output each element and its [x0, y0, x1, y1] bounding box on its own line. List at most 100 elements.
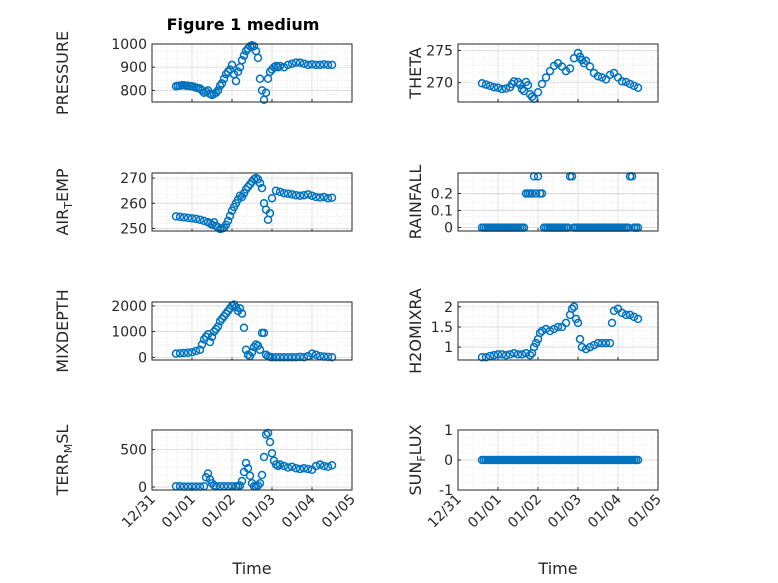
x-tick-label: 01/02 — [199, 492, 239, 532]
data-point — [255, 345, 265, 354]
data-point — [477, 79, 487, 88]
data-point — [271, 460, 281, 469]
data-point — [265, 209, 275, 218]
y-tick-label: 260 — [120, 196, 147, 212]
subplot-4: 00.1 0.2 RAINFALL — [406, 165, 659, 240]
data-point — [533, 88, 543, 97]
data-point — [245, 471, 255, 481]
data-point — [237, 55, 247, 65]
data-point — [327, 60, 337, 70]
y-axis-label: H2OMIXRA — [406, 288, 425, 374]
data-point — [299, 190, 309, 200]
data-point — [233, 67, 243, 77]
data-point — [295, 464, 305, 474]
data-point — [253, 53, 263, 63]
data-point — [585, 62, 595, 71]
data-point — [311, 461, 321, 471]
y-tick-label: 0.2 — [431, 186, 453, 202]
data-point — [553, 322, 563, 332]
y-tick-label: 0 — [138, 480, 147, 496]
data-point — [327, 193, 337, 202]
data-point — [255, 479, 265, 488]
data-point — [517, 350, 527, 359]
data-point — [629, 81, 639, 91]
y-tick-label: 1000 — [111, 325, 147, 341]
data-point — [593, 71, 603, 81]
y-tick-label: 1 — [444, 423, 453, 439]
data-point — [327, 352, 337, 362]
data-point — [565, 64, 575, 73]
axes-frame — [151, 429, 353, 491]
data-point — [489, 82, 499, 92]
x-axis-label: Time — [231, 559, 271, 578]
data-point — [307, 60, 317, 69]
data-point — [253, 481, 263, 490]
data-point — [517, 84, 527, 94]
y-axis-label-subscript: F — [415, 455, 428, 461]
data-point — [295, 58, 305, 67]
data-point — [481, 352, 491, 362]
data-point — [567, 304, 577, 314]
data-point — [271, 352, 281, 362]
x-tick-label: 01/01 — [465, 492, 505, 532]
data-point — [179, 213, 189, 222]
data-point — [235, 304, 245, 313]
data-point — [521, 348, 531, 358]
y-tick-label: 270 — [120, 171, 147, 187]
data-point — [527, 92, 537, 102]
data-point — [541, 324, 551, 334]
data-point — [283, 189, 293, 198]
data-point — [223, 216, 233, 226]
data-point — [273, 461, 283, 471]
data-point — [497, 84, 507, 94]
data-point — [175, 212, 185, 222]
data-point — [225, 211, 235, 221]
data-point — [581, 344, 591, 354]
data-point — [283, 463, 293, 472]
data-point — [323, 462, 333, 472]
y-axis-label: SUNFLUX — [406, 424, 428, 495]
subplot-6: 1 1.5 2 H2OMIXRA — [406, 288, 659, 374]
data-point — [607, 318, 617, 328]
data-point — [243, 464, 253, 473]
data-point — [597, 338, 607, 348]
data-point — [237, 309, 247, 318]
data-point — [621, 77, 631, 87]
y-axis-label: AIRTEMP — [53, 168, 75, 235]
data-point — [589, 340, 599, 350]
x-tick-label: 12/31 — [119, 492, 159, 532]
data-point — [315, 193, 325, 202]
data-point — [571, 314, 581, 324]
x-tick-label: 01/03 — [239, 492, 279, 532]
data-point — [315, 460, 325, 469]
y-axis-label-subscript: M — [62, 444, 75, 454]
y-tick-label: 250 — [120, 221, 147, 237]
y-axis-label: MIXDEPTH — [53, 289, 72, 372]
data-point — [255, 178, 265, 188]
x-tick-label: 01/05 — [319, 492, 359, 532]
data-point — [191, 214, 201, 224]
data-point — [271, 186, 281, 195]
data-point — [239, 51, 249, 60]
y-tick-label: 0 — [138, 350, 147, 366]
data-point — [617, 77, 627, 86]
data-point — [187, 348, 197, 357]
x-tick-label: 01/03 — [545, 492, 585, 532]
data-point — [197, 340, 207, 349]
data-point — [197, 86, 207, 95]
data-point — [247, 348, 257, 357]
data-point — [561, 318, 571, 328]
y-axis-label: RAINFALL — [406, 165, 425, 240]
data-point — [217, 79, 227, 88]
data-point — [485, 81, 495, 91]
data-point — [279, 352, 289, 362]
data-point — [601, 338, 611, 348]
x-tick-label: 01/05 — [625, 492, 665, 532]
data-point — [275, 187, 285, 197]
data-point — [283, 60, 293, 70]
data-point — [259, 452, 269, 462]
data-point — [291, 58, 301, 67]
data-point — [213, 322, 223, 331]
x-tick-label: 01/04 — [279, 491, 319, 531]
